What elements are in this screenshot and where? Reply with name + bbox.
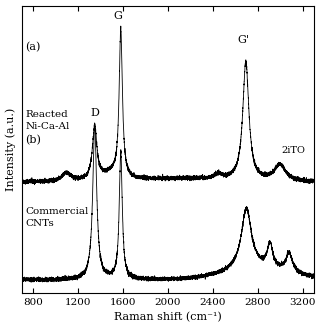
Text: (a): (a) (25, 42, 40, 52)
X-axis label: Raman shift (cm⁻¹): Raman shift (cm⁻¹) (114, 312, 222, 322)
Text: G': G' (237, 35, 249, 45)
Text: 2iTO: 2iTO (281, 146, 305, 155)
Text: (b): (b) (25, 135, 41, 146)
Y-axis label: Intensity (a.u.): Intensity (a.u.) (5, 108, 16, 191)
Text: Commercial
CNTs: Commercial CNTs (25, 207, 89, 228)
Text: G: G (114, 10, 123, 21)
Text: Reacted
Ni-Ca-Al: Reacted Ni-Ca-Al (25, 110, 69, 131)
Text: D: D (90, 108, 99, 117)
